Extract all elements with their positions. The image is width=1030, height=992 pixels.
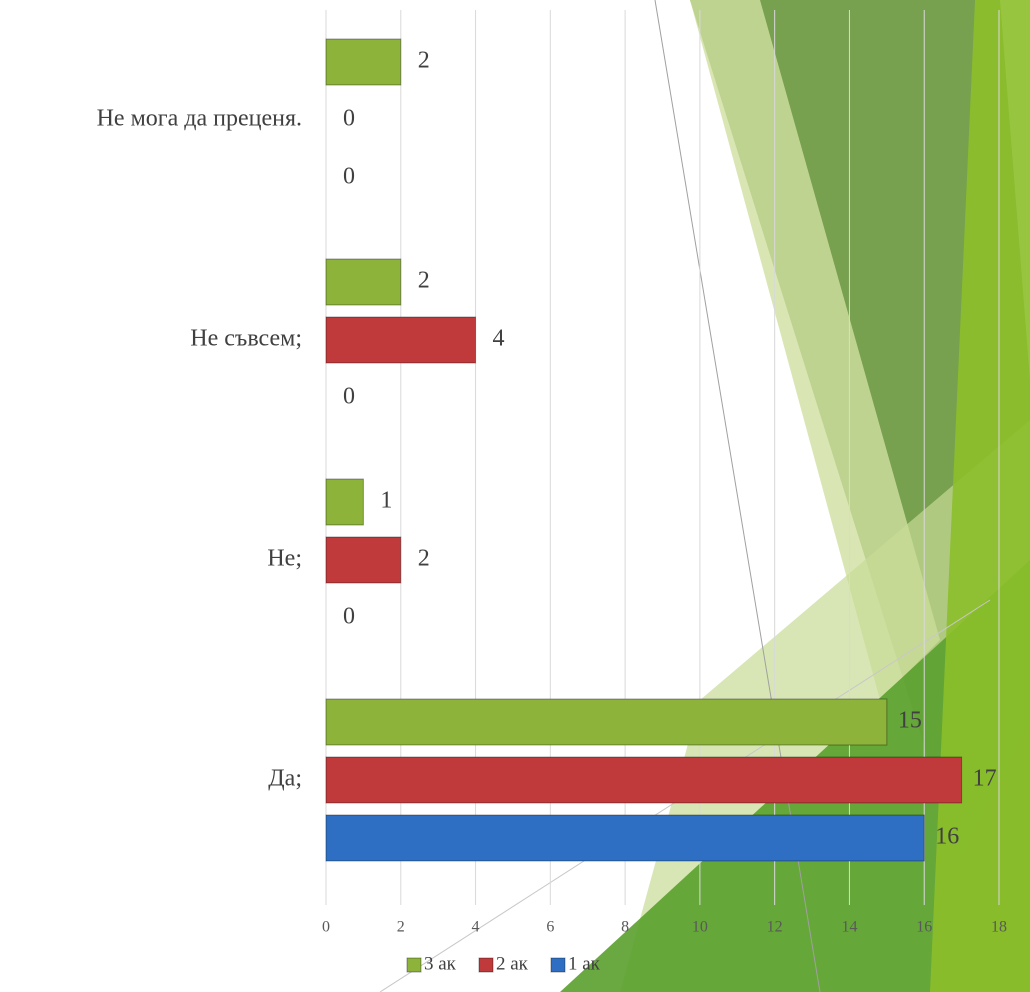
x-tick-label: 0	[322, 919, 330, 936]
legend-swatch	[478, 957, 494, 973]
legend-swatch	[550, 957, 566, 973]
bar	[325, 756, 963, 804]
value-label: 17	[973, 766, 997, 792]
legend-label: 1 ак	[568, 953, 601, 974]
bar	[325, 258, 402, 306]
x-tick-label: 8	[621, 919, 629, 936]
value-label: 15	[898, 708, 922, 734]
x-tick-label: 10	[692, 919, 708, 936]
category-label: Да;	[268, 766, 302, 792]
value-label: 0	[343, 604, 355, 630]
value-label: 2	[418, 268, 430, 294]
value-label: 0	[343, 106, 355, 132]
bar	[325, 536, 402, 584]
x-tick-label: 18	[991, 919, 1007, 936]
category-label: Не;	[267, 546, 302, 572]
bar	[325, 814, 925, 862]
category-label: Не мога да преценя.	[97, 106, 302, 132]
legend-label: 3 ак	[424, 953, 457, 974]
value-label: 0	[343, 164, 355, 190]
bar	[325, 316, 477, 364]
legend-swatch	[406, 957, 422, 973]
plot-area: 0 2 4 6 8 10 12 14 16 18 Да; 16 17 15 Не; 0 2 1 Не съвсем;…	[97, 10, 1007, 974]
x-tick-label: 4	[472, 919, 480, 936]
bar	[325, 698, 888, 746]
x-tick-label: 6	[546, 919, 554, 936]
value-label: 2	[418, 48, 430, 74]
x-tick-label: 14	[841, 919, 857, 936]
x-tick-label: 12	[767, 919, 783, 936]
value-label: 1	[380, 488, 392, 514]
value-label: 0	[343, 384, 355, 410]
bar	[325, 38, 402, 86]
x-tick-label: 16	[916, 919, 932, 936]
value-label: 2	[418, 546, 430, 572]
value-label: 4	[493, 326, 505, 352]
legend-label: 2 ак	[496, 953, 529, 974]
bar	[325, 478, 364, 526]
value-label: 16	[935, 824, 959, 850]
category-label: Не съвсем;	[190, 326, 302, 352]
x-tick-label: 2	[397, 919, 405, 936]
